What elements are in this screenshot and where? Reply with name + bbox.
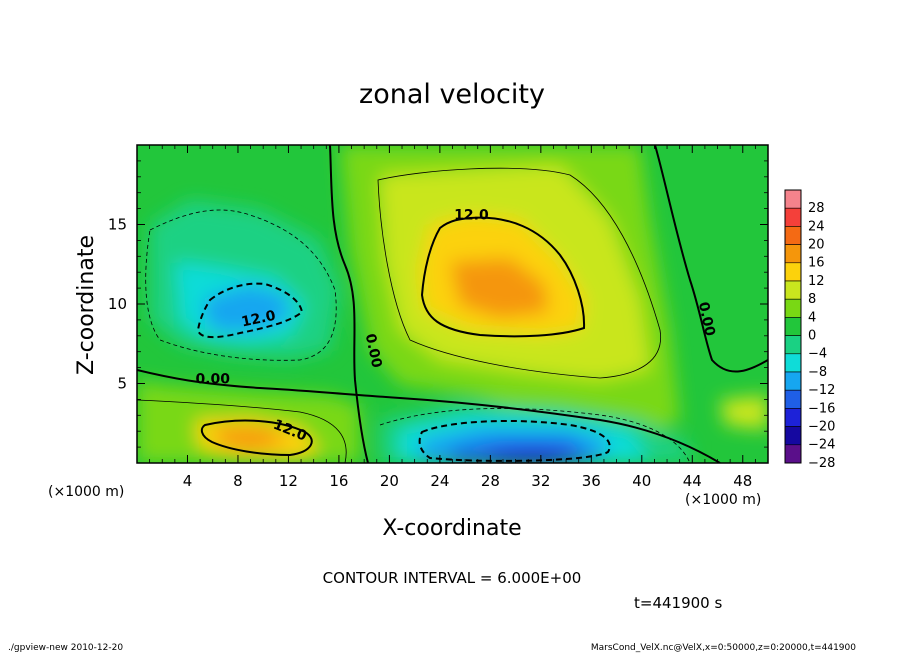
contour-twelve-lower-left	[200, 419, 313, 457]
colorbar-label: −20	[808, 420, 835, 435]
x-axis-unit-right: (×1000 m)	[685, 492, 761, 508]
x-tick-label: 24	[430, 472, 449, 490]
contour-neg-twelve-bottom	[418, 419, 611, 462]
colorbar-swatch	[784, 280, 802, 300]
colorbar-swatch	[784, 371, 802, 391]
colorbar-swatch	[784, 426, 802, 446]
colorbar-label: 8	[808, 292, 816, 307]
x-tick-label: 40	[632, 472, 651, 490]
x-tick-label: 28	[481, 472, 500, 490]
x-tick-label: 8	[233, 472, 243, 490]
x-tick-label: 36	[582, 472, 601, 490]
contour-twelve-upper	[420, 216, 586, 338]
colorbar-label: −8	[808, 365, 827, 380]
x-tick-label: 16	[329, 472, 348, 490]
contour-zero-vertical	[329, 145, 369, 463]
y-axis-label: Z-coordinate	[74, 235, 99, 375]
colorbar-label: −16	[808, 401, 835, 416]
colorbar-label: 12	[808, 274, 825, 289]
contour-zero-left	[137, 369, 721, 463]
colorbar-label: 20	[808, 238, 825, 253]
x-tick-label: 4	[183, 472, 193, 490]
colorbar-label: −28	[808, 456, 835, 471]
colorbar-swatch	[784, 408, 802, 427]
colorbar-swatch	[784, 262, 802, 282]
time-stamp: t=441900 s	[634, 594, 722, 612]
x-tick-label: 20	[380, 472, 399, 490]
colorbar-swatch	[784, 444, 802, 464]
contour-six-lower-left	[137, 399, 347, 463]
colorbar-swatch	[784, 189, 802, 209]
y-axis: 5 10 15	[108, 160, 768, 448]
colorbar-label: −12	[808, 383, 835, 398]
colorbar-swatch	[784, 207, 802, 227]
y-tick-label: 10	[108, 295, 127, 313]
chart-title: zonal velocity	[359, 79, 545, 110]
colorbar-label: 16	[808, 256, 825, 271]
contour-interval-text: CONTOUR INTERVAL = 6.000E+00	[323, 569, 582, 587]
contour-label: 0.00	[362, 332, 385, 369]
contour-lines	[137, 145, 768, 463]
contour-label: 0.00	[195, 372, 230, 388]
colorbar-swatch	[784, 244, 802, 264]
footer-right-text: MarsCond_VelX.nc@VelX,x=0:50000,z=0:2000…	[591, 643, 856, 653]
x-tick-label: 44	[683, 472, 702, 490]
colorbar-frame	[784, 189, 802, 464]
field-region-orange-upper	[450, 258, 548, 318]
x-tick-label: 12	[279, 472, 298, 490]
contour-six-center	[377, 167, 662, 379]
x-axis: 4 8 12 16 20 24 28 32 36 40 44 48	[149, 145, 756, 490]
contour-zero-right	[654, 145, 768, 373]
x-axis-label: X-coordinate	[382, 516, 521, 541]
colorbar-label: 24	[808, 219, 825, 234]
contour-neg-six-bottom	[379, 408, 691, 463]
colorbar-swatch	[784, 298, 802, 318]
field-region-blue-upper-left	[205, 285, 290, 332]
contour-label: 12.0	[240, 308, 277, 331]
x-tick-label: 48	[733, 472, 752, 490]
x-axis-unit-left: (×1000 m)	[48, 484, 124, 500]
footer-left-text: ./gpview-new 2010-12-20	[8, 643, 123, 653]
colorbar-label: −24	[808, 438, 835, 453]
colorbar: 28 24 20 16 12 8 4 0 −4 −8 −12 −16 −20 −24 −28	[784, 189, 835, 471]
field-region-yellowgreen-right	[720, 395, 768, 430]
contour-label: 0.00	[695, 301, 718, 338]
y-tick-label: 15	[108, 216, 127, 234]
colorbar-swatch	[784, 353, 802, 373]
contour-neg-twelve-upper-left	[196, 282, 304, 339]
colorbar-label: 4	[808, 310, 816, 325]
contour-label: 12.0	[454, 208, 489, 224]
colorbar-label: 0	[808, 329, 816, 344]
colorbar-label: −4	[808, 347, 827, 362]
colorbar-swatch	[784, 335, 802, 355]
colorbar-swatch	[784, 226, 802, 245]
colorbar-label: 28	[808, 201, 825, 216]
y-tick-label: 5	[117, 375, 127, 393]
colorbar-swatch	[784, 317, 802, 336]
x-tick-label: 32	[531, 472, 550, 490]
field-region-orange-lower-left	[215, 428, 290, 450]
colorbar-swatch	[784, 389, 802, 409]
